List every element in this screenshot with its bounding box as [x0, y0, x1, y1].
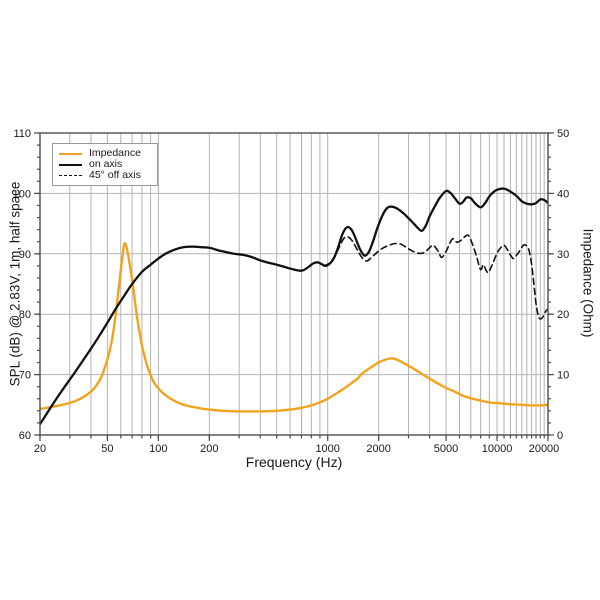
x-tick-label: 5000	[434, 443, 458, 455]
curves	[40, 187, 548, 426]
impedance-tick-label: 20	[557, 309, 569, 321]
spl-tick-label: 100	[13, 188, 31, 200]
legend-item-on-axis: on axis	[59, 159, 153, 170]
right-axis-title: Impedance (Ohm)	[580, 228, 596, 338]
tick-labels: 20 50 100 200 1000 2000 5000 10000 2000060708090…	[13, 128, 570, 455]
impedance-tick-label: 50	[557, 128, 569, 140]
off-axis-curve	[323, 234, 548, 320]
impedance-tick-label: 40	[557, 188, 569, 200]
spl-tick-label: 60	[19, 430, 31, 442]
impedance-tick-label: 10	[557, 370, 569, 382]
impedance-tick-label: 0	[557, 430, 563, 442]
legend-impedance-line-icon	[59, 152, 82, 155]
legend-label-on-axis: on axis	[89, 158, 123, 170]
legend-on-axis-line-icon	[59, 163, 82, 166]
x-axis-title: Frequency (Hz)	[245, 454, 343, 470]
left-axis-title: SPL (dB) @ 2.83V, 1m, half space	[7, 181, 23, 387]
legend-item-off-axis: 45° off axis	[59, 170, 153, 181]
legend-off-axis-line-icon	[59, 175, 82, 176]
impedance-tick-label: 30	[557, 249, 569, 261]
x-tick-label: 200	[200, 443, 218, 455]
legend-label-off-axis: 45° off axis	[89, 169, 141, 181]
spl-tick-label: 70	[19, 370, 31, 382]
plot-frame	[39, 132, 549, 436]
legend: Impedance on axis 45° off axis	[52, 143, 158, 186]
x-tick-label: 20	[34, 443, 46, 455]
impedance-curve	[40, 242, 548, 413]
x-tick-label: 100	[149, 443, 167, 455]
ticks	[34, 132, 554, 441]
x-tick-label: 10000	[482, 443, 513, 455]
legend-item-impedance: Impedance	[59, 148, 153, 159]
legend-label-impedance: Impedance	[89, 147, 141, 159]
x-tick-label: 20000	[529, 443, 560, 455]
spl-tick-label: 110	[13, 128, 31, 140]
spl-tick-label: 90	[19, 249, 31, 261]
x-tick-label: 1000	[315, 443, 339, 455]
axes-frame	[39, 132, 549, 436]
x-tick-label: 50	[101, 443, 113, 455]
x-tick-label: 2000	[366, 443, 390, 455]
on-axis-curve	[40, 187, 548, 426]
spl-tick-label: 80	[19, 309, 31, 321]
